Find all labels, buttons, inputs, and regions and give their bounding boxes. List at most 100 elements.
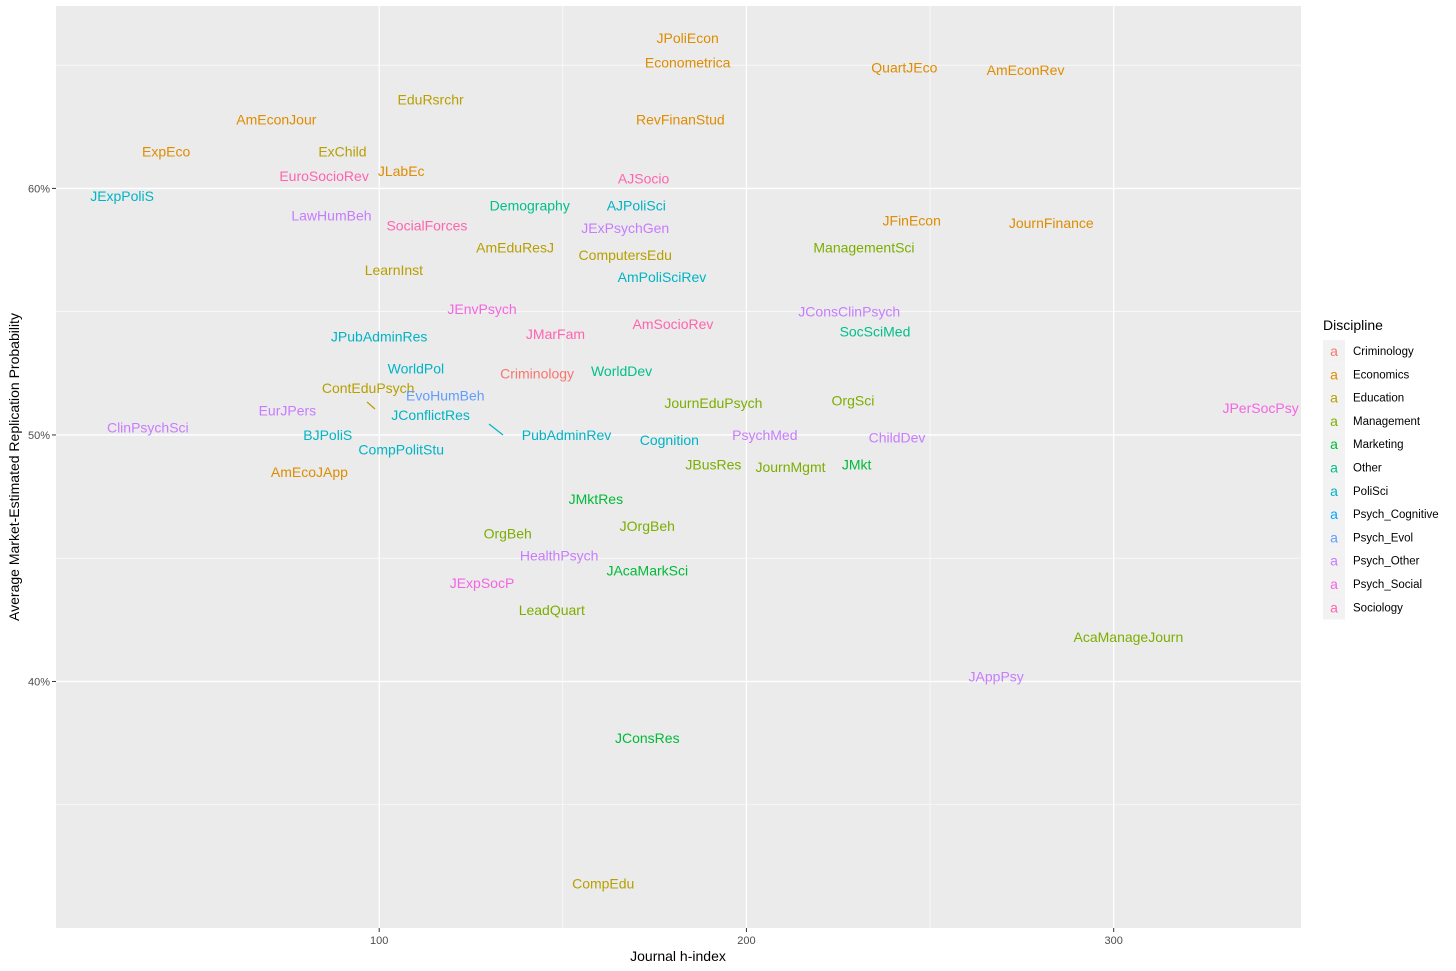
legend-key-box — [1323, 479, 1345, 504]
legend-key-box — [1323, 363, 1345, 387]
point-label: JEnvPsych — [447, 301, 516, 317]
legend-key-box — [1323, 340, 1345, 364]
point-label: AmEcoJApp — [271, 464, 348, 480]
legend-key-glyph: a — [1330, 413, 1338, 429]
y-axis: 40% 50% 60% — [28, 183, 56, 688]
legend-entry-label: PoliSci — [1353, 486, 1388, 498]
legend-key-box — [1323, 456, 1345, 480]
legend-key-box — [1323, 573, 1345, 597]
panel-background — [56, 6, 1301, 928]
point-label: WorldDev — [591, 363, 652, 379]
point-label: JMktRes — [569, 491, 623, 507]
leader-line-pubadminrev — [488, 423, 504, 436]
point-label: EvoHumBeh — [406, 388, 485, 404]
legend-entry-label: Psych_Other — [1353, 556, 1420, 568]
point-label: JPubAdminRes — [331, 328, 428, 344]
point-label: JournFinance — [1009, 215, 1094, 231]
point-label: Criminology — [500, 365, 574, 381]
legend-entry-label: Management — [1353, 416, 1421, 428]
legend-entry-label: Criminology — [1353, 346, 1414, 358]
point-label: PubAdminRev — [522, 427, 612, 443]
point-label: LawHumBeh — [291, 208, 371, 224]
legend-title: Discipline — [1323, 317, 1383, 333]
y-axis-title: Average Market-Estimated Replication Pro… — [6, 313, 22, 621]
point-label: CompPolitStu — [358, 442, 444, 458]
point-label: JAcaMarkSci — [606, 563, 688, 579]
point-label: AJSocio — [618, 171, 670, 187]
legend-entry-label: Other — [1353, 463, 1382, 475]
point-label: ComputersEdu — [579, 247, 672, 263]
legend-entry-label: Psych_Cognitive — [1353, 509, 1439, 521]
legend-key-box — [1323, 409, 1345, 434]
legend-entry-label: Marketing — [1353, 439, 1404, 451]
point-label: JOrgBeh — [620, 518, 675, 534]
point-label: JournMgmt — [755, 459, 825, 475]
point-label: EduRsrchr — [398, 92, 464, 108]
point-label: JExpSocP — [450, 575, 515, 591]
point-label: CompEdu — [572, 876, 634, 892]
legend-key-glyph: a — [1330, 553, 1338, 569]
point-label: ContEduPsych — [322, 380, 415, 396]
data-labels: JPoliEcon Econometrica QuartJEco AmEconRev E… — [90, 30, 1299, 892]
point-label: JPerSocPsy — [1222, 400, 1298, 416]
legend: Discipline a Criminology a Economics a Educat… — [1323, 317, 1439, 620]
point-label: JFinEcon — [883, 212, 941, 228]
y-tick-label: 60% — [28, 183, 50, 195]
legend-entry-label: Sociology — [1353, 602, 1403, 614]
point-label: AcaManageJourn — [1074, 629, 1184, 645]
point-label: RevFinanStud — [636, 111, 725, 127]
point-label: ClinPsychSci — [107, 420, 189, 436]
point-label: SocSciMed — [840, 323, 911, 339]
point-label: JExPsychGen — [581, 220, 669, 236]
point-label: JConsRes — [615, 730, 680, 746]
y-tick-label: 50% — [28, 430, 50, 442]
legend-entry-label: Economics — [1353, 369, 1409, 381]
point-label: JAppPsy — [969, 669, 1024, 685]
x-tick-label: 300 — [1105, 935, 1123, 947]
point-label: OrgBeh — [484, 526, 532, 542]
legend-key-glyph: a — [1330, 576, 1338, 592]
x-axis: 100 200 300 — [370, 928, 1123, 947]
point-label: AmEconJour — [236, 111, 316, 127]
point-label: AmEconRev — [987, 62, 1065, 78]
point-label: JPoliEcon — [657, 30, 719, 46]
point-label: JMkt — [842, 457, 872, 473]
point-label: ExChild — [318, 143, 366, 159]
legend-key-box — [1323, 503, 1345, 527]
point-label: OrgSci — [832, 392, 875, 408]
point-label: PsychMed — [732, 427, 797, 443]
legend-key-glyph: a — [1330, 460, 1338, 476]
legend-key-glyph: a — [1330, 506, 1338, 522]
point-label: LearnInst — [365, 262, 423, 278]
point-label: JConflictRes — [391, 407, 470, 423]
point-label: HealthPsych — [520, 548, 599, 564]
point-label: Cognition — [640, 432, 699, 448]
point-label: AmPoliSciRev — [618, 269, 707, 285]
point-label: JMarFam — [526, 326, 585, 342]
y-tick-label: 40% — [28, 676, 50, 688]
point-label: Econometrica — [645, 55, 731, 71]
legend-key-box — [1323, 549, 1345, 573]
legend-entry-label: Education — [1353, 393, 1404, 405]
point-label: JConsClinPsych — [798, 304, 900, 320]
point-label: EuroSocioRev — [279, 168, 369, 184]
point-label: ExpEco — [142, 143, 190, 159]
legend-key-box — [1323, 526, 1345, 550]
point-label: JBusRes — [685, 457, 741, 473]
point-label: AmEduResJ — [476, 240, 554, 256]
label-leader-lines — [366, 401, 504, 436]
point-label: QuartJEco — [871, 60, 937, 76]
legend-key-glyph: a — [1330, 366, 1338, 382]
legend-key-glyph: a — [1330, 483, 1338, 499]
legend-key-glyph: a — [1330, 436, 1338, 452]
point-label: WorldPol — [388, 360, 445, 376]
legend-key-box — [1323, 386, 1345, 410]
leader-line-conteduPsych — [366, 401, 376, 410]
legend-entry-label: Psych_Evol — [1353, 532, 1413, 544]
gridlines — [56, 6, 1301, 928]
legend-key-glyph: a — [1330, 390, 1338, 406]
x-tick-label: 200 — [737, 935, 755, 947]
point-label: SocialForces — [386, 217, 467, 233]
point-label: AJPoliSci — [607, 198, 666, 214]
